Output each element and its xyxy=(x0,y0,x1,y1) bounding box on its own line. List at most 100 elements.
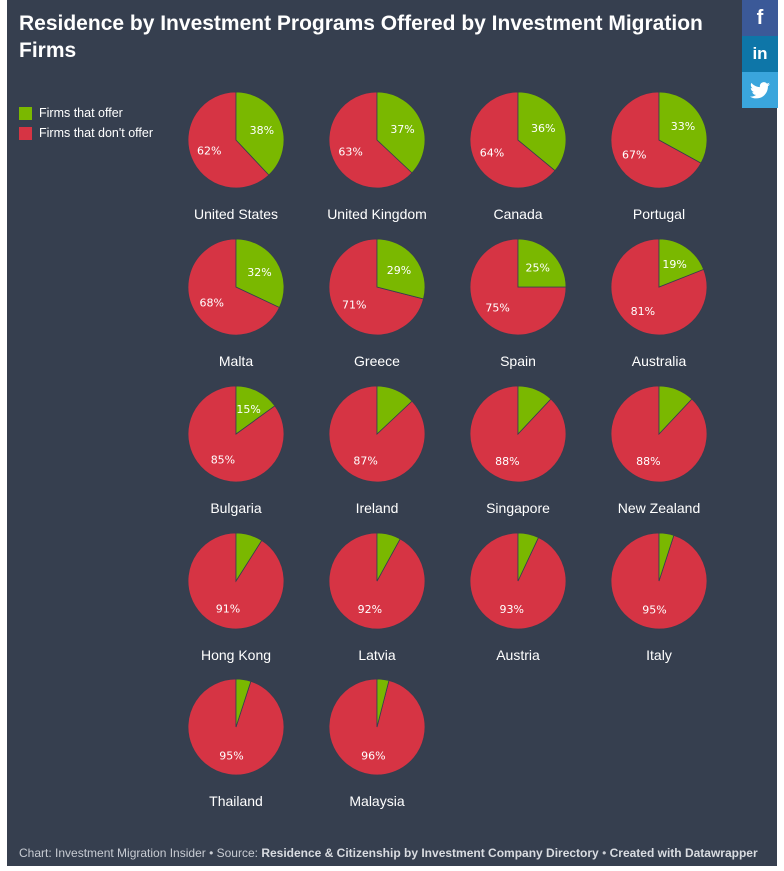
slice-offer-italy xyxy=(658,532,675,582)
pie-thailand: 95% Thailand xyxy=(187,678,285,809)
country-label-bulgaria: Bulgaria xyxy=(210,500,262,516)
pie-united-states: 38% 62% United States xyxy=(187,91,285,222)
pie-singapore: 88% Singapore xyxy=(469,385,567,516)
slice-offer-new-zealand xyxy=(658,385,693,436)
label-not-offer-spain: 75% xyxy=(485,301,509,314)
label-not-offer-singapore: 88% xyxy=(495,455,519,468)
footer-credit-link[interactable]: Created with Datawrapper xyxy=(609,846,758,860)
slice-offer-canada xyxy=(517,91,567,172)
label-not-offer-greece: 71% xyxy=(342,299,366,312)
legend-item-not-offer: Firms that don't offer xyxy=(19,123,153,143)
label-offer-portugal: 33% xyxy=(671,120,695,133)
linkedin-share-button[interactable]: in xyxy=(742,36,778,72)
label-not-offer-ireland: 87% xyxy=(353,454,377,467)
slice-offer-portugal xyxy=(658,91,708,164)
country-label-singapore: Singapore xyxy=(486,500,550,516)
pie-bulgaria: 15% 85% Bulgaria xyxy=(187,385,285,516)
country-label-united-kingdom: United Kingdom xyxy=(327,206,427,222)
label-offer-malta: 32% xyxy=(247,266,271,279)
legend: Firms that offer Firms that don't offer xyxy=(19,103,153,143)
pie-spain: 25% 75% Spain xyxy=(469,238,567,369)
slice-not-offer-spain xyxy=(469,238,567,336)
slice-offer-greece xyxy=(376,238,426,300)
footer: Chart: Investment Migration Insider • So… xyxy=(19,846,758,860)
slice-offer-thailand xyxy=(235,678,252,728)
pie-malaysia: 96% Malaysia xyxy=(328,678,426,809)
label-not-offer-thailand: 95% xyxy=(219,749,243,762)
label-not-offer-malta: 68% xyxy=(199,296,223,309)
label-not-offer-united-states: 62% xyxy=(197,145,221,158)
pie-ireland: 87% Ireland xyxy=(328,385,426,516)
label-not-offer-portugal: 67% xyxy=(622,149,646,162)
label-not-offer-united-kingdom: 63% xyxy=(338,145,362,158)
slice-not-offer-united-kingdom xyxy=(328,91,413,189)
pie-hong-kong: 91% Hong Kong xyxy=(187,532,285,663)
slice-offer-ireland xyxy=(376,385,413,435)
linkedin-icon: in xyxy=(752,44,768,63)
slice-offer-united-states xyxy=(235,91,285,176)
slice-offer-latvia xyxy=(376,532,401,582)
twitter-share-button[interactable] xyxy=(742,72,778,108)
slice-offer-united-kingdom xyxy=(376,91,426,174)
slice-offer-australia xyxy=(658,238,705,288)
label-not-offer-bulgaria: 85% xyxy=(211,454,235,467)
label-offer-canada: 36% xyxy=(531,122,555,135)
country-label-thailand: Thailand xyxy=(209,793,263,809)
country-label-latvia: Latvia xyxy=(358,647,396,663)
legend-item-offer: Firms that offer xyxy=(19,103,153,123)
pie-italy: 95% Italy xyxy=(610,532,708,663)
slice-not-offer-canada xyxy=(469,91,556,189)
country-label-canada: Canada xyxy=(493,206,542,222)
slice-not-offer-united-states xyxy=(187,91,270,189)
country-label-ireland: Ireland xyxy=(356,500,399,516)
legend-label-not-offer: Firms that don't offer xyxy=(39,126,154,140)
legend-swatch-not-offer xyxy=(19,126,32,140)
country-label-australia: Australia xyxy=(632,353,687,369)
chart-title: Residence by Investment Programs Offered… xyxy=(19,12,703,62)
slice-offer-spain xyxy=(517,238,567,288)
label-offer-united-kingdom: 37% xyxy=(390,123,414,136)
footer-prefix: Chart: Investment Migration Insider • So… xyxy=(19,846,262,860)
slice-not-offer-portugal xyxy=(610,91,702,189)
footer-source-link[interactable]: Residence & Citizenship by Investment Co… xyxy=(261,846,599,860)
country-label-spain: Spain xyxy=(500,353,536,369)
country-label-united-states: United States xyxy=(194,206,278,222)
label-not-offer-hong-kong: 91% xyxy=(216,603,240,616)
label-not-offer-austria: 93% xyxy=(499,603,523,616)
country-label-italy: Italy xyxy=(646,647,672,663)
pie-latvia: 92% Latvia xyxy=(328,532,426,663)
label-offer-united-states: 38% xyxy=(250,124,274,137)
slice-offer-malaysia xyxy=(376,678,390,728)
slice-not-offer-malta xyxy=(187,238,280,336)
label-offer-spain: 25% xyxy=(525,261,549,274)
slice-not-offer-greece xyxy=(328,238,424,336)
pie-new-zealand: 88% New Zealand xyxy=(610,385,708,516)
slice-offer-singapore xyxy=(517,385,552,436)
country-label-malaysia: Malaysia xyxy=(349,793,404,809)
facebook-icon: f xyxy=(756,6,764,29)
label-not-offer-australia: 81% xyxy=(631,305,655,318)
pie-malta: 32% 68% Malta xyxy=(187,238,285,369)
country-label-portugal: Portugal xyxy=(633,206,685,222)
label-not-offer-latvia: 92% xyxy=(358,603,382,616)
slice-offer-bulgaria xyxy=(235,385,276,435)
label-not-offer-malaysia: 96% xyxy=(361,750,385,763)
country-label-hong-kong: Hong Kong xyxy=(201,647,271,663)
slice-offer-austria xyxy=(517,532,539,582)
pie-canada: 36% 64% Canada xyxy=(469,91,567,222)
slice-offer-malta xyxy=(235,238,285,308)
pie-australia: 19% 81% Australia xyxy=(610,238,708,369)
country-label-malta: Malta xyxy=(219,353,253,369)
pie-united-kingdom: 37% 63% United Kingdom xyxy=(327,91,427,222)
facebook-share-button[interactable]: f xyxy=(742,0,778,36)
country-label-austria: Austria xyxy=(496,647,540,663)
label-offer-greece: 29% xyxy=(387,264,411,277)
label-not-offer-italy: 95% xyxy=(642,603,666,616)
label-offer-australia: 19% xyxy=(662,258,686,271)
footer-sep: • xyxy=(598,846,610,860)
label-not-offer-new-zealand: 88% xyxy=(636,455,660,468)
label-offer-bulgaria: 15% xyxy=(236,403,260,416)
pie-portugal: 33% 67% Portugal xyxy=(610,91,708,222)
twitter-icon xyxy=(750,81,770,98)
